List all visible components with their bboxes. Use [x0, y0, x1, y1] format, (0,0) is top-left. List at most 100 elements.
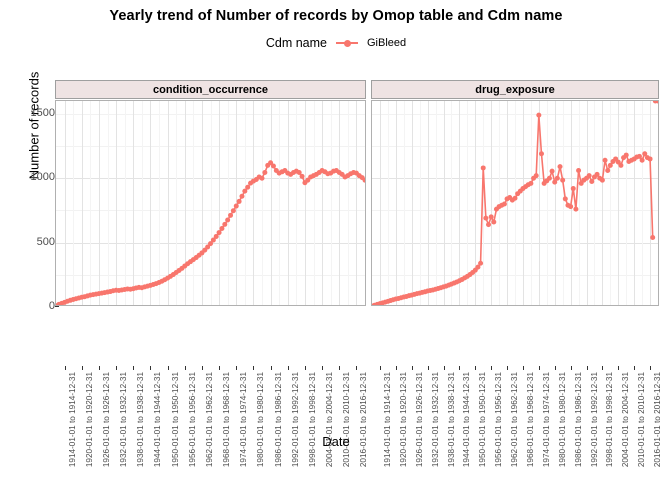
- gridline-major-vertical: [339, 101, 341, 305]
- x-axis-tick-label: 1920-01-01 to 1920-12-31: [84, 372, 94, 468]
- gridline-minor-vertical: [626, 101, 628, 305]
- y-axis-tick-label: 500: [36, 235, 55, 248]
- data-point: [262, 169, 268, 175]
- plot-area-drug-exposure: [371, 100, 659, 306]
- gridline-minor-vertical: [124, 101, 126, 305]
- x-axis-tick-label: 2010-01-01 to 2010-12-31: [637, 372, 647, 468]
- gridline-minor-vertical: [90, 101, 92, 305]
- x-axis-tick-mark: [167, 366, 169, 370]
- gridline-major-vertical: [150, 101, 152, 305]
- gridline-minor-vertical: [530, 101, 532, 305]
- data-point: [208, 241, 213, 247]
- gridline-minor-vertical: [73, 101, 75, 305]
- x-axis-tick-mark: [650, 366, 652, 370]
- data-point: [480, 165, 486, 171]
- x-axis-tick-mark: [554, 366, 556, 370]
- gridline-major-vertical: [167, 101, 169, 305]
- gridline-major-vertical: [322, 101, 324, 305]
- gridline-minor-vertical: [159, 101, 160, 305]
- data-point: [228, 212, 234, 218]
- data-point: [483, 215, 489, 221]
- x-axis-tick-label: 1992-01-01 to 1992-12-31: [589, 372, 599, 468]
- x-axis-tick-mark: [618, 366, 620, 370]
- gridline-minor-vertical: [435, 101, 437, 305]
- data-point: [562, 196, 568, 202]
- gridline-major-vertical: [586, 101, 588, 305]
- gridline-major-vertical: [507, 101, 509, 305]
- x-axis-tick-label: 1962-01-01 to 1962-12-31: [204, 372, 214, 468]
- gridline-minor-vertical: [483, 101, 485, 305]
- gridline-major-vertical: [81, 101, 83, 305]
- gridline-major-vertical: [411, 101, 413, 305]
- data-point: [554, 175, 560, 181]
- gridline-major-vertical: [184, 101, 186, 305]
- x-axis-tick-mark: [184, 366, 186, 370]
- gridline-minor-vertical: [499, 101, 501, 305]
- gridline-minor-vertical: [467, 101, 469, 305]
- x-axis-tick-label: 2004-01-01 to 2004-12-31: [621, 372, 631, 468]
- x-axis-tick-label: 1962-01-01 to 1962-12-31: [510, 372, 520, 468]
- x-axis-tick-mark: [219, 366, 221, 370]
- gridline-minor-vertical: [210, 101, 212, 305]
- legend: Cdm name GiBleed: [0, 36, 672, 50]
- gridline-major-vertical: [219, 101, 221, 305]
- x-axis-tick-label: 1920-01-01 to 1920-12-31: [398, 372, 408, 468]
- data-point: [296, 169, 302, 175]
- x-axis-tick-mark: [602, 366, 604, 370]
- x-axis-ticks-condition-occurrence: 1914-01-01 to 1914-12-31 1920-01-01 to 19…: [55, 366, 368, 467]
- gridline-minor-vertical: [562, 101, 564, 305]
- data-point: [501, 201, 507, 207]
- data-point: [533, 173, 539, 179]
- data-point: [245, 184, 251, 190]
- data-point: [512, 195, 518, 201]
- data-point: [552, 179, 558, 185]
- x-axis-tick-label: 1932-01-01 to 1932-12-31: [430, 372, 440, 468]
- data-point: [362, 177, 365, 183]
- data-point: [488, 214, 494, 220]
- data-point: [647, 156, 653, 162]
- data-point: [589, 178, 595, 184]
- gridline-minor-vertical: [227, 101, 229, 305]
- gridline-major-vertical: [236, 101, 238, 305]
- gridline-major-vertical: [634, 101, 636, 305]
- data-point: [486, 222, 492, 228]
- data-point: [602, 157, 608, 163]
- x-axis-tick-label: 1914-01-01 to 1914-12-31: [67, 372, 77, 468]
- x-axis-tick-label: 1998-01-01 to 1998-12-31: [307, 372, 317, 468]
- gridline-major-vertical: [379, 101, 381, 305]
- data-point: [607, 162, 613, 168]
- gridline-minor-vertical: [244, 101, 246, 305]
- data-point: [219, 225, 225, 231]
- data-point: [299, 173, 305, 179]
- gridline-minor-vertical: [141, 101, 143, 305]
- data-point: [650, 234, 656, 240]
- data-point: [599, 177, 605, 183]
- gridline-minor-vertical: [176, 101, 178, 305]
- x-axis-tick-mark: [287, 366, 289, 370]
- x-axis-tick-label: 1980-01-01 to 1980-12-31: [557, 372, 567, 468]
- series-line: [372, 115, 654, 305]
- gridline-major-vertical: [133, 101, 135, 305]
- x-axis-tick-label: 1926-01-01 to 1926-12-31: [414, 372, 424, 468]
- gridline-major-vertical: [64, 101, 66, 305]
- data-point: [570, 186, 576, 192]
- x-axis-tick-label: 1974-01-01 to 1974-12-31: [541, 372, 551, 468]
- data-point: [528, 180, 534, 186]
- gridline-major-vertical: [538, 101, 540, 305]
- gridline-major-vertical: [427, 101, 429, 305]
- x-axis-tick-mark: [411, 366, 413, 370]
- data-point: [655, 101, 658, 104]
- x-axis-tick-mark: [475, 366, 477, 370]
- data-point: [491, 219, 497, 225]
- gridline-major-vertical: [116, 101, 118, 305]
- data-point: [259, 175, 265, 181]
- x-axis-tick-label: 1950-01-01 to 1950-12-31: [170, 372, 180, 468]
- facet-strip-drug-exposure: drug_exposure: [371, 80, 659, 99]
- gridline-major-vertical: [475, 101, 477, 305]
- x-axis-tick-mark: [427, 366, 429, 370]
- x-axis-tick-label: 1938-01-01 to 1938-12-31: [446, 372, 456, 468]
- gridline-minor-vertical: [403, 101, 405, 305]
- gridline-major-vertical: [356, 101, 358, 305]
- x-axis-tick-mark: [116, 366, 118, 370]
